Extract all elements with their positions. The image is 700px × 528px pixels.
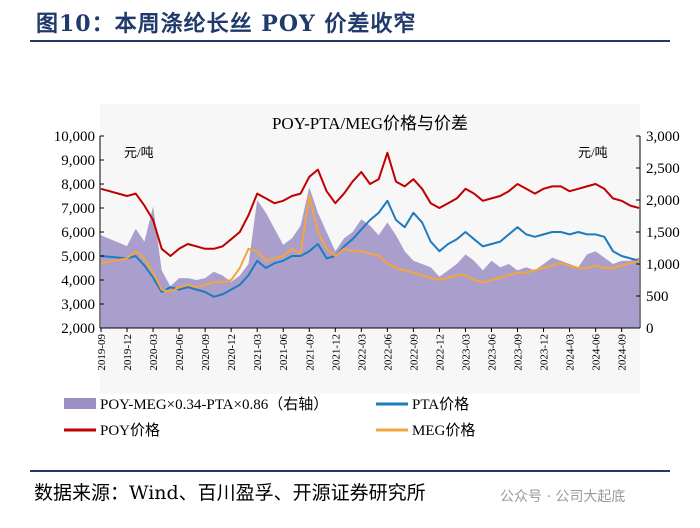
x-tick-label: 2023-09 [513, 334, 525, 371]
right-tick-label: 0 [646, 321, 654, 337]
x-tick-label: 2019-09 [96, 334, 108, 371]
right-tick-label: 3,000 [646, 129, 680, 145]
left-tick-label: 7,000 [61, 201, 95, 217]
source-rule [30, 470, 670, 472]
watermark: 公众号 · 公司大起底 [500, 489, 626, 505]
left-tick-label: 3,000 [61, 297, 95, 313]
x-tick-label: 2021-03 [252, 334, 264, 371]
series-line-pta [100, 199, 640, 298]
figure-title: 图10：本周涤纶长丝 POY 价差收窄 [36, 11, 417, 37]
x-tick-label: 2020-06 [174, 334, 186, 371]
x-tick-label: 2022-09 [408, 334, 420, 371]
legend-label: POY价格 [100, 422, 160, 439]
x-tick-label: 2024-09 [617, 334, 629, 371]
chart: POY-PTA/MEG价格与价差 元/吨 元/吨 2,000 3,000 4,000… [53, 114, 680, 439]
legend-label: PTA价格 [412, 396, 469, 413]
left-tick-label: 10,000 [54, 129, 95, 145]
series-line-poy [100, 151, 640, 257]
x-tick-label: 2023-03 [461, 334, 473, 371]
x-tick-label: 2023-12 [539, 334, 551, 371]
x-tick-label: 2021-12 [330, 334, 342, 371]
x-tick-label: 2022-06 [382, 334, 394, 371]
left-tick-label: 4,000 [61, 273, 95, 289]
left-tick-label: 5,000 [61, 249, 95, 265]
x-tick-label: 2020-12 [226, 334, 238, 371]
x-tick-label: 2024-03 [565, 334, 577, 371]
source-note: 数据来源：Wind、百川盈孚、开源证券研究所 [34, 482, 426, 504]
x-tick-label: 2023-06 [487, 334, 499, 371]
right-tick-label: 2,500 [646, 161, 680, 177]
x-tick-label: 2022-03 [356, 334, 368, 371]
right-tick-label: 500 [646, 289, 669, 305]
left-tick-label: 2,000 [61, 321, 95, 337]
legend-label: MEG价格 [412, 422, 475, 439]
legend-label: POY-MEG×0.34-PTA×0.86（右轴） [100, 396, 328, 413]
title-rule [30, 40, 670, 42]
series-area-spread [101, 187, 639, 328]
x-tick-label: 2022-12 [434, 334, 446, 371]
right-tick-label: 1,500 [646, 225, 680, 241]
x-tick-label: 2020-03 [148, 334, 160, 371]
x-tick-label: 2024-06 [591, 334, 603, 371]
right-unit: 元/吨 [578, 145, 608, 160]
x-tick-label: 2020-09 [200, 334, 212, 371]
x-tick-label: 2019-12 [122, 334, 134, 371]
chart-title: POY-PTA/MEG价格与价差 [272, 114, 468, 133]
left-tick-label: 8,000 [61, 177, 95, 193]
left-tick-label: 9,000 [61, 153, 95, 169]
x-tick-label: 2021-06 [278, 334, 290, 371]
x-tick-label: 2021-09 [304, 334, 316, 371]
series-line-meg [100, 195, 640, 293]
right-tick-label: 2,000 [646, 193, 680, 209]
legend-swatch [64, 398, 96, 409]
left-unit: 元/吨 [124, 145, 154, 160]
left-tick-label: 6,000 [61, 225, 95, 241]
right-tick-label: 1,000 [646, 257, 680, 273]
